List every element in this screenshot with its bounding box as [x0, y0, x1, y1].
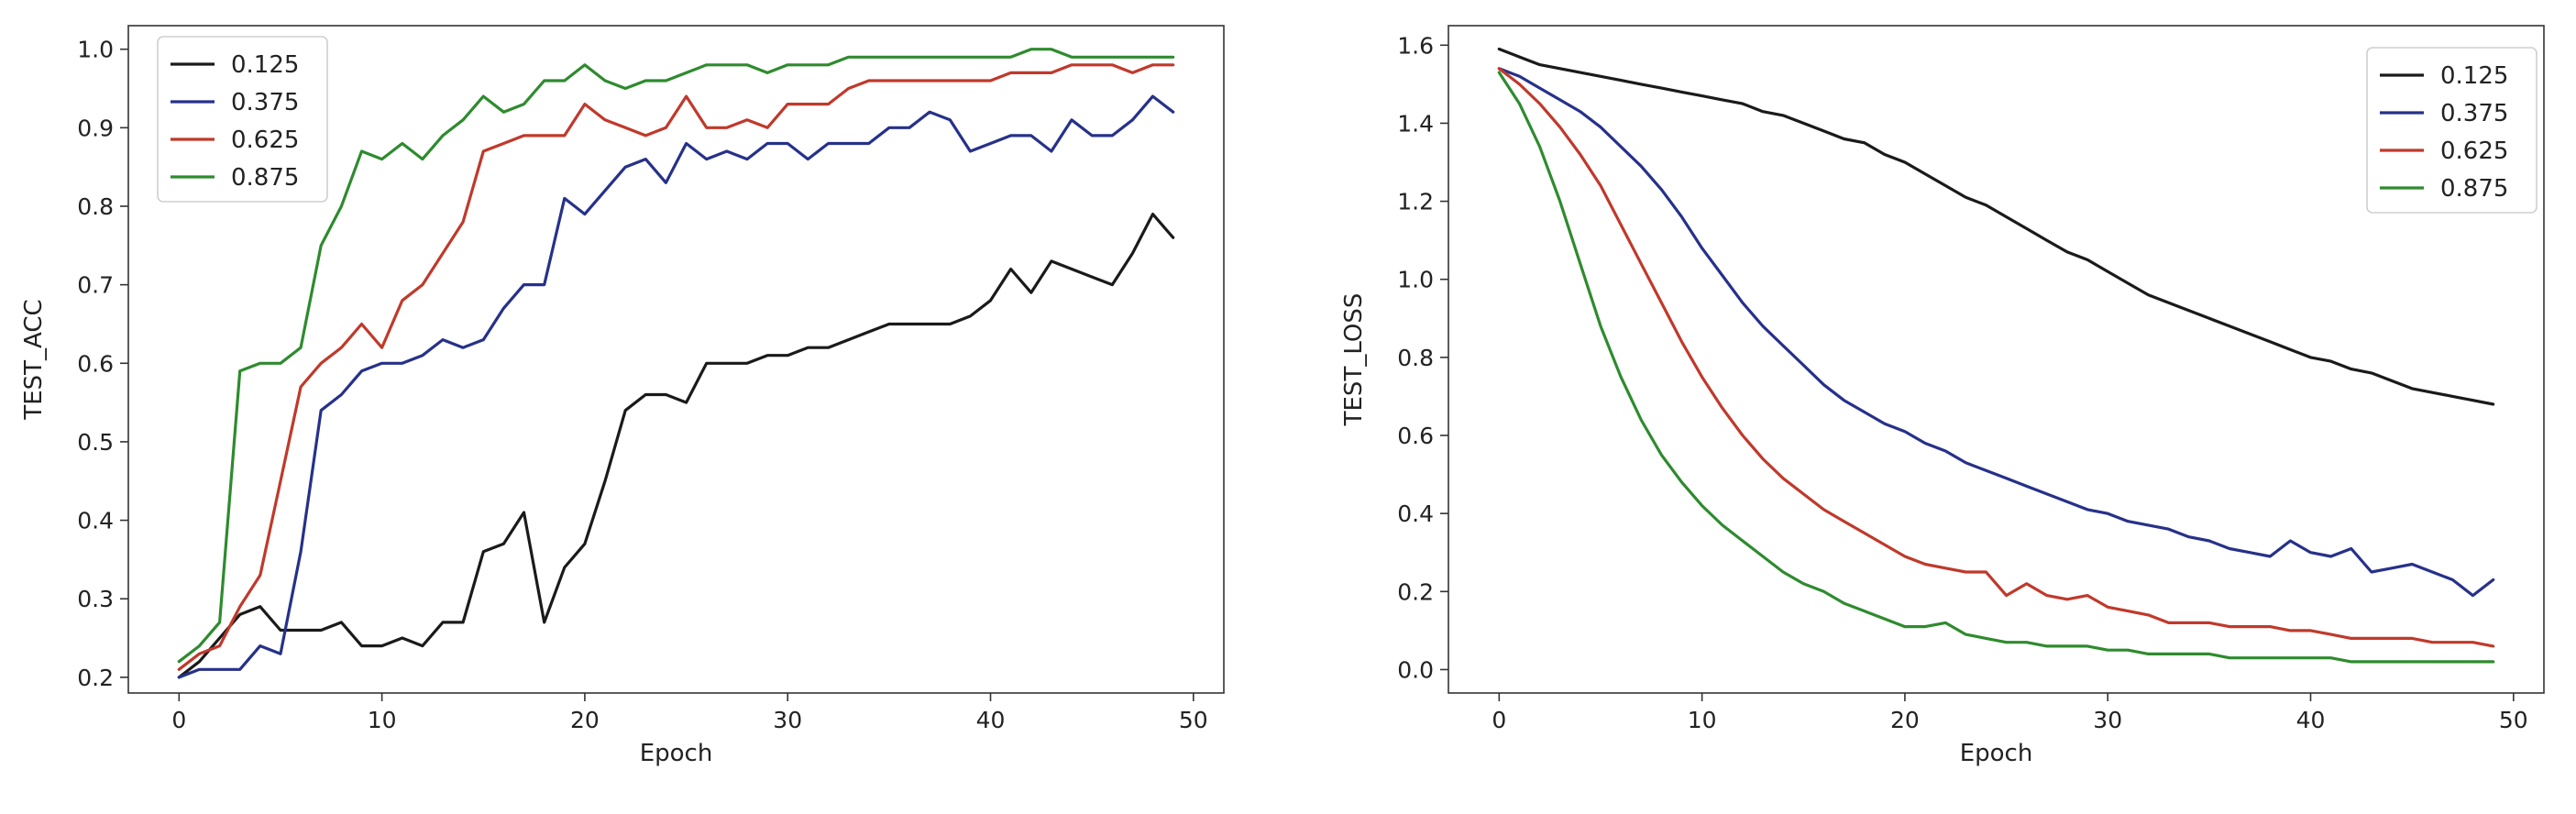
x-tick-label: 30 — [773, 707, 802, 733]
y-tick-label: 0.5 — [77, 429, 114, 456]
y-tick-label: 0.4 — [1397, 500, 1434, 527]
legend-label: 0.125 — [2440, 62, 2508, 90]
x-tick-label: 40 — [976, 707, 1006, 733]
legend-label: 0.375 — [2440, 100, 2508, 127]
y-tick-label: 0.6 — [1397, 423, 1434, 449]
x-tick-label: 20 — [1890, 707, 1920, 733]
legend-label: 0.125 — [231, 51, 299, 79]
x-tick-label: 30 — [2093, 707, 2122, 733]
y-tick-label: 1.4 — [1397, 110, 1434, 137]
y-tick-label: 1.2 — [1397, 189, 1434, 215]
y-tick-label: 1.0 — [77, 37, 114, 63]
legend-label: 0.375 — [231, 89, 299, 116]
legend-box — [157, 36, 328, 203]
y-tick-label: 0.0 — [1397, 656, 1434, 683]
series-line-0.125 — [177, 213, 1175, 679]
series-line-0.875 — [177, 48, 1175, 664]
y-tick-label: 0.7 — [77, 272, 114, 299]
axes-frame — [1448, 25, 2545, 694]
y-axis-label: TEST_ACC — [20, 299, 48, 420]
chart-panel-1: 0 10 20 30 40 50 0.2 0.3 0.4 0.5 0.6 0.7 0.8 0.9 1.0 Ep… — [20, 25, 1225, 767]
y-tick-label: 1.0 — [1397, 267, 1434, 293]
y-tick-label: 0.4 — [77, 508, 114, 534]
y-tick-label: 0.2 — [1397, 578, 1434, 605]
axes-frame — [127, 25, 1225, 694]
x-tick-label: 20 — [570, 707, 600, 733]
series-line-0.625 — [1497, 67, 2495, 648]
y-tick-label: 0.8 — [77, 193, 114, 220]
x-tick-label: 40 — [2296, 707, 2326, 733]
y-tick-label: 0.8 — [1397, 345, 1434, 371]
x-axis-label: Epoch — [640, 740, 713, 767]
x-tick-label: 50 — [1179, 707, 1208, 733]
legend-label: 0.875 — [231, 164, 299, 192]
x-tick-label: 10 — [368, 707, 397, 733]
series-line-0.875 — [1497, 71, 2495, 664]
y-axis-label: TEST_LOSS — [1340, 293, 1368, 427]
x-tick-label: 10 — [1688, 707, 1717, 733]
x-tick-label: 0 — [171, 707, 186, 733]
y-tick-label: 0.9 — [77, 115, 114, 141]
legend: 0.125 0.375 0.625 0.875 — [2366, 47, 2537, 214]
y-tick-label: 0.6 — [77, 350, 114, 377]
y-tick-label: 1.6 — [1397, 32, 1434, 59]
legend-box — [2366, 47, 2537, 214]
legend-label: 0.875 — [2440, 175, 2508, 203]
x-tick-label: 0 — [1492, 707, 1506, 733]
series-line-0.625 — [177, 63, 1175, 671]
legend-label: 0.625 — [231, 126, 299, 154]
series-line-0.375 — [177, 94, 1175, 679]
series-group — [177, 48, 1175, 679]
legend-label: 0.625 — [2440, 138, 2508, 165]
y-tick-label: 0.2 — [77, 665, 114, 691]
chart-panel-2: 0 10 20 30 40 50 0.0 0.2 0.4 0.6 0.8 1.0 1.2 1.4 1.6 Ep… — [1340, 25, 2545, 767]
series-group — [1497, 47, 2495, 664]
legend: 0.125 0.375 0.625 0.875 — [157, 36, 328, 203]
y-tick-label: 0.3 — [77, 586, 114, 612]
series-line-0.125 — [1497, 47, 2495, 406]
x-axis-label: Epoch — [1960, 740, 2033, 767]
series-line-0.375 — [1497, 67, 2495, 598]
x-tick-label: 50 — [2499, 707, 2528, 733]
